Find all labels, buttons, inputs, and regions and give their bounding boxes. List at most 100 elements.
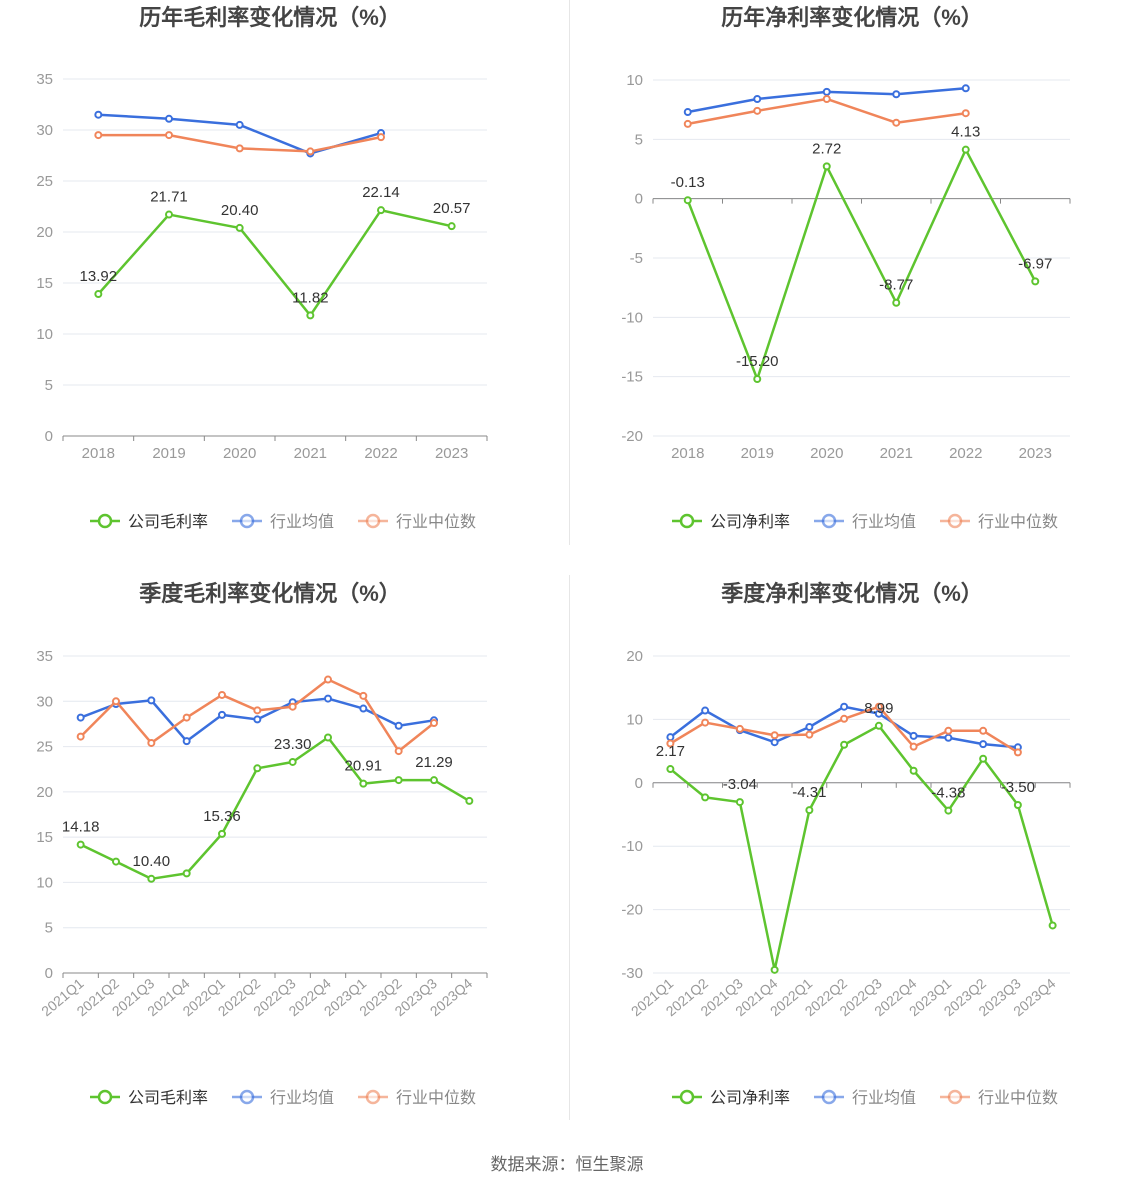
quarterly-net-point-median [874, 702, 883, 711]
quarterly-gross-legend-item-company: 公司毛利率 [90, 1089, 208, 1107]
annual-gross-point-median [165, 131, 173, 140]
quarterly-gross-data-label: 20.91 [345, 758, 383, 775]
annual-gross-y-tick-label: 15 [36, 275, 53, 292]
quarterly-net-point-company [944, 806, 953, 815]
annual-gross-point-avg [94, 110, 103, 119]
quarterly-net-y-tick-label: 20 [626, 648, 643, 665]
annual-net-legend: 公司净利率 行业均值 行业中位数 [672, 513, 1058, 531]
annual-gross-y-tick-label: 25 [36, 173, 53, 190]
annual-net-y-tick-label: 10 [626, 72, 643, 89]
quarterly-gross-point-avg [182, 737, 191, 746]
annual-gross-data-label: 22.14 [362, 184, 400, 201]
quarterly-gross-data-label: 10.40 [133, 853, 171, 870]
quarterly-net-point-median [666, 739, 675, 748]
quarterly-gross-data-label: 23.30 [274, 736, 312, 753]
annual-net-line-company [686, 148, 1037, 381]
quarterly-gross-series-company [76, 733, 474, 883]
quarterly-gross-point-company [394, 776, 403, 785]
annual-net-series-avg [683, 84, 970, 117]
circle-line-icon [97, 513, 113, 529]
circle-line-icon [947, 1089, 963, 1105]
quarterly-net-point-median [805, 730, 814, 739]
annual-net-data-label: -15.20 [736, 353, 779, 370]
quarterly-net-point-avg [701, 706, 710, 715]
quarterly-gross-legend-label-company: 公司毛利率 [128, 1089, 208, 1107]
quarterly-gross-point-median [218, 690, 226, 699]
annual-net-y-tick-label: 0 [635, 191, 643, 208]
quarterly-net-point-median [909, 742, 918, 751]
quarterly-net-grid [653, 655, 1070, 974]
quarterly-net-y-tick-label: -30 [621, 965, 643, 982]
quarterly-gross-point-company [430, 776, 438, 785]
divider-bottom [569, 575, 570, 1120]
quarterly-gross-panel: 季度毛利率变化情况（%） 35 30 25 20 15 10 5 0 2021Q1 2021Q2 20… [0, 570, 569, 1130]
quarterly-net-legend-item-company: 公司净利率 [672, 1089, 790, 1107]
quarterly-net-legend-label-avg: 行业均值 [852, 1089, 916, 1107]
annual-gross-series-company [94, 206, 456, 320]
quarterly-net-point-avg [944, 733, 953, 742]
quarterly-net-line-company [669, 724, 1054, 972]
annual-gross-y-tick-label: 0 [45, 428, 53, 445]
quarterly-net-point-company [770, 965, 779, 974]
quarterly-gross-data-label: 15.36 [203, 808, 241, 825]
quarterly-gross-line-median [79, 678, 435, 753]
annual-net-series-median [683, 94, 970, 128]
annual-net-point-company [683, 196, 692, 205]
annual-net-point-company [1031, 277, 1040, 286]
annual-net-legend-label-company: 公司净利率 [710, 513, 790, 531]
quarterly-gross-point-company [253, 764, 262, 773]
circle-line-icon [821, 513, 837, 529]
annual-gross-legend-label-company: 公司毛利率 [128, 513, 208, 531]
annual-net-x-tick-label: 2023 [1019, 445, 1052, 462]
annual-net-panel: 历年净利率变化情况（%） 10 5 0 -5 -10 -15 -20 2018 2019 2020 2… [570, 0, 1134, 560]
annual-net-point-avg [683, 108, 692, 117]
circle-line-icon [947, 513, 963, 529]
quarterly-gross-point-median [359, 691, 368, 700]
annual-net-point-median [753, 106, 762, 115]
circle-line-icon [679, 513, 695, 529]
annual-gross-data-label: 13.92 [80, 268, 118, 285]
quarterly-gross-point-median [288, 702, 297, 711]
quarterly-net-point-median [840, 714, 849, 723]
quarterly-net-point-company [874, 721, 883, 730]
annual-net-point-avg [892, 90, 901, 99]
quarterly-gross-chart: 季度毛利率变化情况（%）353025201510502021Q12021Q220… [36, 581, 488, 1107]
annual-net-legend-label-avg: 行业均值 [852, 513, 916, 531]
quarterly-net-legend-item-median: 行业中位数 [940, 1089, 1058, 1107]
annual-net-x-tick-label: 2022 [949, 445, 982, 462]
quarterly-net-point-median [770, 731, 779, 740]
annual-gross-legend: 公司毛利率 行业均值 行业中位数 [90, 513, 476, 531]
annual-gross-x-tick-label: 2018 [82, 445, 115, 462]
quarterly-net-legend-item-avg: 行业均值 [814, 1089, 916, 1107]
annual-gross-y-tick-label: 30 [36, 122, 53, 139]
quarterly-net-legend-label-median: 行业中位数 [978, 1089, 1058, 1107]
quarterly-gross-y-tick-label: 15 [36, 829, 53, 846]
data-source: 数据来源：恒生聚源 [490, 1155, 644, 1174]
quarterly-net-point-median [979, 726, 988, 735]
quarterly-gross-point-avg [359, 704, 368, 713]
quarterly-gross-legend-item-median: 行业中位数 [358, 1089, 476, 1107]
quarterly-gross-legend-item-avg: 行业均值 [232, 1089, 334, 1107]
quarterly-gross-legend: 公司毛利率 行业均值 行业中位数 [90, 1089, 476, 1107]
quarterly-net-point-avg [840, 702, 849, 711]
quarterly-gross-point-company [76, 840, 85, 849]
annual-net-x-tick-label: 2018 [671, 445, 704, 462]
quarterly-net-point-company [805, 806, 814, 815]
quarterly-net-chart: 季度净利率变化情况（%）20100-10-20-302021Q12021Q220… [621, 581, 1071, 1107]
quarterly-gross-point-company [288, 757, 297, 766]
annual-net-data-label: -6.97 [1018, 255, 1052, 272]
quarterly-gross-title: 季度毛利率变化情况（%） [139, 581, 401, 606]
quarterly-net-point-median [944, 726, 953, 735]
quarterly-net-point-company [979, 754, 988, 763]
annual-gross-point-median [235, 144, 244, 153]
annual-gross-legend-label-avg: 行业均值 [270, 513, 334, 531]
annual-net-point-company [753, 375, 762, 384]
quarterly-gross-point-company [324, 733, 332, 742]
annual-gross-title: 历年毛利率变化情况（%） [139, 5, 401, 30]
quarterly-net-point-company [1048, 921, 1057, 930]
quarterly-net-title: 季度净利率变化情况（%） [721, 581, 983, 606]
quarterly-gross-point-avg [76, 713, 85, 722]
quarterly-net-point-median [1013, 748, 1022, 757]
circle-line-icon [239, 1089, 255, 1105]
quarterly-net-data-label: 8.99 [864, 700, 893, 717]
